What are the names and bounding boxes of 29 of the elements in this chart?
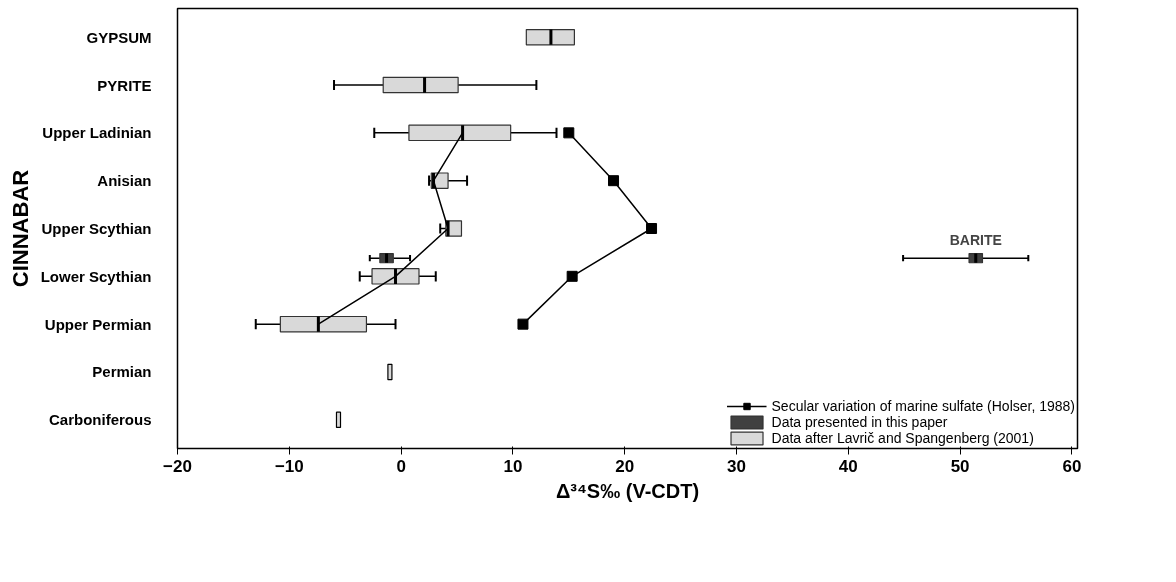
y-tick-label: PYRITE: [97, 76, 152, 94]
x-tick-label: 20: [615, 456, 635, 476]
legend-label: Data presented in this paper: [771, 414, 948, 430]
y-tick-label: GYPSUM: [86, 28, 152, 46]
y-tick-label: Upper Permian: [44, 315, 152, 333]
point: [517, 318, 529, 330]
y-tick-label: Upper Scythian: [41, 220, 152, 237]
x-axis-title: Δ³⁴S‰ (V-CDT): [555, 479, 700, 502]
y-tick-label: Anisian: [97, 172, 152, 190]
x-tick-label: 30: [727, 456, 746, 476]
x-tick-label: 50: [950, 456, 970, 476]
y-tick-label: Upper Ladinian: [42, 124, 152, 142]
y-tick-label: Carboniferous: [48, 411, 152, 429]
point: [646, 223, 658, 234]
y-tick-label: Permian: [92, 363, 152, 381]
point: [608, 175, 620, 187]
text: CINNABAR: [7, 169, 33, 288]
x-tick-label: 60: [1062, 456, 1082, 476]
x-tick-label: −20: [163, 456, 192, 476]
x-tick-label: 40: [838, 456, 858, 476]
legend-label: Data after Lavrič and Spangenberg (2001): [771, 430, 1034, 446]
annotation: BARITE: [949, 232, 1002, 249]
point: [563, 127, 575, 139]
x-tick-label: 0: [396, 456, 406, 476]
legend-label: Secular variation of marine sulfate (Holser, 1988): [771, 398, 1075, 414]
x-tick-label: −10: [274, 456, 304, 476]
x-tick-label: 10: [503, 456, 523, 476]
y-tick-label: Lower Scythian: [40, 267, 152, 285]
point: [566, 270, 578, 282]
